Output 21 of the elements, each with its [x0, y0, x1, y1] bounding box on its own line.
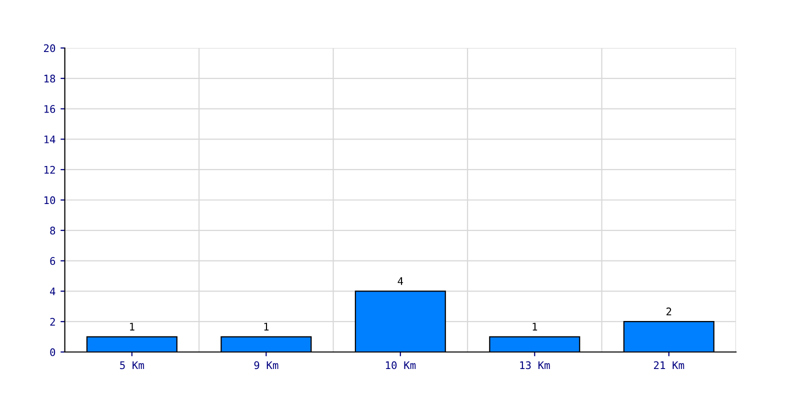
y-tick-label: 0 — [50, 348, 56, 356]
y-tick-label: 4 — [50, 288, 56, 296]
y-tick-label: 8 — [50, 226, 56, 235]
y-tick-label: 18 — [44, 74, 56, 83]
x-tick-label: 21 Km — [654, 361, 684, 369]
y-tick-label: 14 — [44, 136, 56, 144]
y-tick-label: 6 — [50, 257, 56, 265]
data-label: 2 — [666, 308, 672, 316]
x-tick-label: 9 Km — [254, 361, 278, 370]
x-tick-label: 13 Km — [520, 361, 550, 370]
data-label: 1 — [130, 322, 134, 330]
y-tick-label: 10 — [44, 196, 56, 204]
y-tick-label: 12 — [44, 166, 55, 174]
data-label: 4 — [398, 277, 404, 285]
y-tick-label: 2 — [50, 318, 55, 326]
x-tick-label: 10 Km — [386, 361, 416, 370]
x-tick-label: 5 Km — [120, 361, 144, 370]
y-tick-label: 16 — [44, 105, 56, 113]
data-label: 1 — [532, 322, 538, 330]
y-tick-label: 20 — [44, 44, 56, 52]
data-label: 1 — [264, 322, 269, 330]
